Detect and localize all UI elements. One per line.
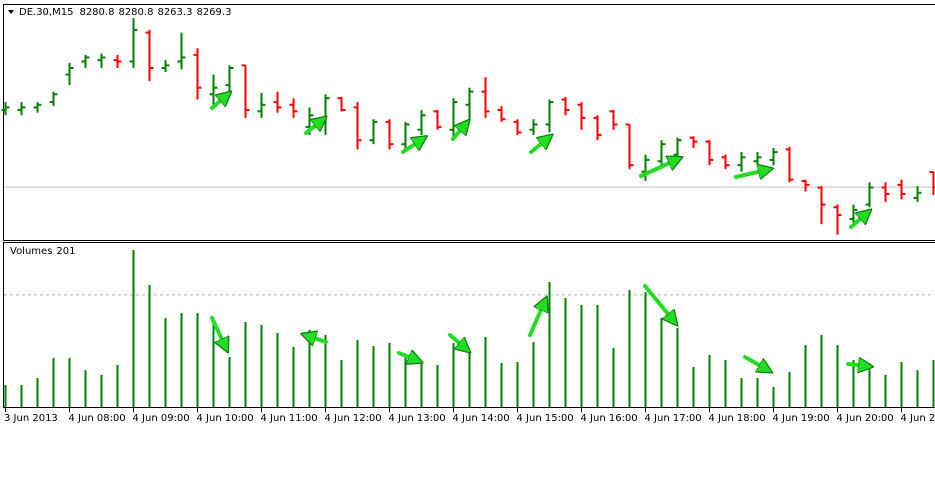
indicator-name: Volumes [10, 246, 52, 257]
arrow [308, 336, 328, 342]
x-tick-label: 4 Jun 09:00 [133, 413, 190, 424]
arrow [304, 121, 321, 135]
arrow [451, 125, 465, 141]
low-value: 8263.3 [157, 7, 192, 18]
marks: 3 Jun 2013 4 Jun 08:00 4 Jun 09:00 4 Jun 10… [1, 18, 935, 424]
arrow [529, 139, 547, 154]
x-tick-label: 4 Jun 20:00 [837, 413, 894, 424]
arrow [734, 170, 766, 177]
arrow [448, 333, 465, 348]
x-tick-label: 4 Jun 14:00 [453, 413, 510, 424]
x-tick-label: 4 Jun 17:00 [645, 413, 702, 424]
menu-triangle [8, 10, 14, 14]
arrow [849, 214, 866, 229]
chart-header: DE.30,M15 8280.8 8280.8 8263.3 8269.3 [19, 7, 231, 18]
arrow [643, 284, 673, 320]
close-value: 8269.3 [196, 7, 231, 18]
x-tick-label: 4 Jun 11:00 [261, 413, 318, 424]
arrow [639, 160, 676, 178]
x-tick-label: 4 Jun 21 [901, 413, 935, 424]
x-tick-label: 4 Jun 16:00 [581, 413, 638, 424]
arrow [210, 316, 225, 346]
arrow [210, 96, 226, 110]
arrow [743, 355, 766, 369]
x-tick-label: 4 Jun 13:00 [389, 413, 446, 424]
volume-header: Volumes 201 [10, 246, 76, 257]
x-tick-label: 4 Jun 08:00 [69, 413, 126, 424]
symbol: DE.30,M15 [19, 7, 73, 18]
annotation-arrows [210, 96, 866, 369]
x-tick-label: 4 Jun 19:00 [773, 413, 830, 424]
arrow [401, 140, 421, 154]
x-tick-label: 4 Jun 18:00 [709, 413, 766, 424]
x-tick-label: 3 Jun 2013 [4, 413, 58, 424]
arrow [846, 364, 866, 366]
price-panel [3, 4, 935, 241]
x-tick-label: 4 Jun 12:00 [325, 413, 382, 424]
open-value: 8280.8 [79, 7, 114, 18]
x-tick-label: 4 Jun 10:00 [197, 413, 254, 424]
arrow [397, 353, 416, 360]
x-tick-label: 4 Jun 15:00 [517, 413, 574, 424]
arrow [528, 303, 544, 337]
volume-panel [3, 242, 935, 408]
indicator-value: 201 [56, 246, 75, 257]
high-value: 8280.8 [118, 7, 153, 18]
